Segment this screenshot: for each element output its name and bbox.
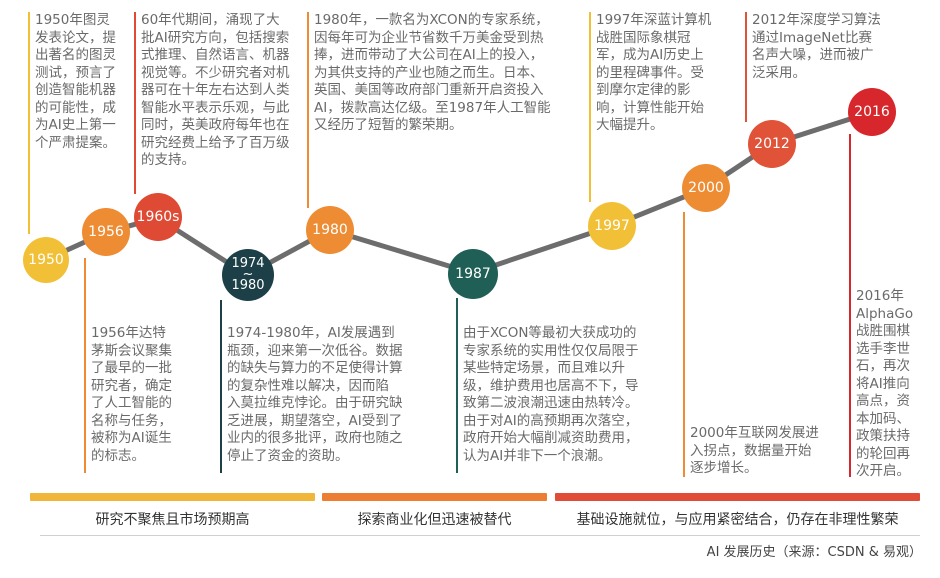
phase-band-2 <box>322 493 547 501</box>
rule-1997 <box>589 12 591 202</box>
rule-2000 <box>683 212 685 477</box>
note-1960s: 60年代期间，涌现了大 批AI研究方向，包括搜索 式推理、自然语言、机器 视觉等… <box>141 12 290 168</box>
note-1974: 1974-1980年，AI发展遇到 瓶颈，迎来第一次低谷。数据 的缺失与算力的不… <box>227 325 403 464</box>
caption-divider <box>40 535 920 536</box>
node-1960s: 1960s <box>134 193 182 241</box>
rule-1974 <box>220 300 222 473</box>
node-1980-sub-label: 1980 <box>231 278 265 293</box>
rule-1980 <box>307 12 309 208</box>
node-1987: 1987 <box>448 249 498 299</box>
node-2000-label: 2000 <box>688 179 724 196</box>
phase-label-1: 研究不聚焦且市场预期高 <box>95 512 250 528</box>
rule-2012 <box>745 12 747 122</box>
note-2012: 2012年深度学习算法 通过ImageNet比赛 名声大噪，进而被广 泛采用。 <box>752 12 881 81</box>
node-1997: 1997 <box>588 202 636 250</box>
rule-1960s <box>134 12 136 194</box>
node-2012: 2012 <box>748 120 796 168</box>
node-1997-label: 1997 <box>594 217 630 234</box>
note-2000: 2000年互联网发展进 入拐点，数据量开始 逐步增长。 <box>690 425 819 476</box>
node-1960s-label: 1960s <box>136 208 180 225</box>
rule-1956 <box>84 258 86 473</box>
node-1974-label: 1974 <box>231 256 265 271</box>
node-2016-label: 2016 <box>854 103 890 120</box>
node-1956: 1956 <box>82 208 130 256</box>
phase-band-1 <box>30 493 315 501</box>
note-1980: 1980年，一款名为XCON的专家系统， 因每年可为企业节省数千万美金受到热 捧… <box>314 12 551 133</box>
phase-band-3 <box>555 493 920 501</box>
phase-label-2: 探索商业化但迅速被替代 <box>357 512 512 528</box>
node-1974-1980: 1974 ~ 1980 <box>222 249 274 301</box>
rule-2016 <box>849 134 851 477</box>
node-1956-label: 1956 <box>88 223 124 240</box>
rule-1950 <box>28 12 30 234</box>
note-1956: 1956年达特 茅斯会议聚集 了最早的一批 研究者，确定 了人工智能的 名称与任… <box>91 325 172 464</box>
node-2012-label: 2012 <box>754 135 790 152</box>
node-1980-label: 1980 <box>312 221 348 238</box>
note-2016: 2016年 AlphaGo 战胜围棋 选手李世 石，再次 将AI推向 高点，资 … <box>856 288 914 479</box>
rule-1987 <box>456 298 458 473</box>
figure-caption: AI 发展历史（来源：CSDN & 易观） <box>706 545 922 560</box>
note-1950: 1950年图灵 发表论文，提 出著名的图灵 测试，预言了 创造智能机器 的可能性… <box>35 12 116 151</box>
node-1950-label: 1950 <box>28 251 64 268</box>
note-1987: 由于XCON等最初大获成功的 专家系统的实用性仅仅局限于 某些特定场景，而且难以… <box>463 325 639 464</box>
node-2016: 2016 <box>848 88 896 136</box>
node-1987-label: 1987 <box>455 265 491 282</box>
phase-label-3: 基础设施就位，与应用紧密结合，仍存在非理性繁荣 <box>576 512 899 528</box>
node-1974-separator: ~ <box>242 267 254 282</box>
node-2000: 2000 <box>682 164 730 212</box>
note-1997: 1997年深蓝计算机 战胜国际象棋冠 军，成为AI历史上 的里程碑事件。受 到摩… <box>596 12 712 133</box>
node-1980: 1980 <box>306 206 354 254</box>
node-1950: 1950 <box>23 237 69 283</box>
